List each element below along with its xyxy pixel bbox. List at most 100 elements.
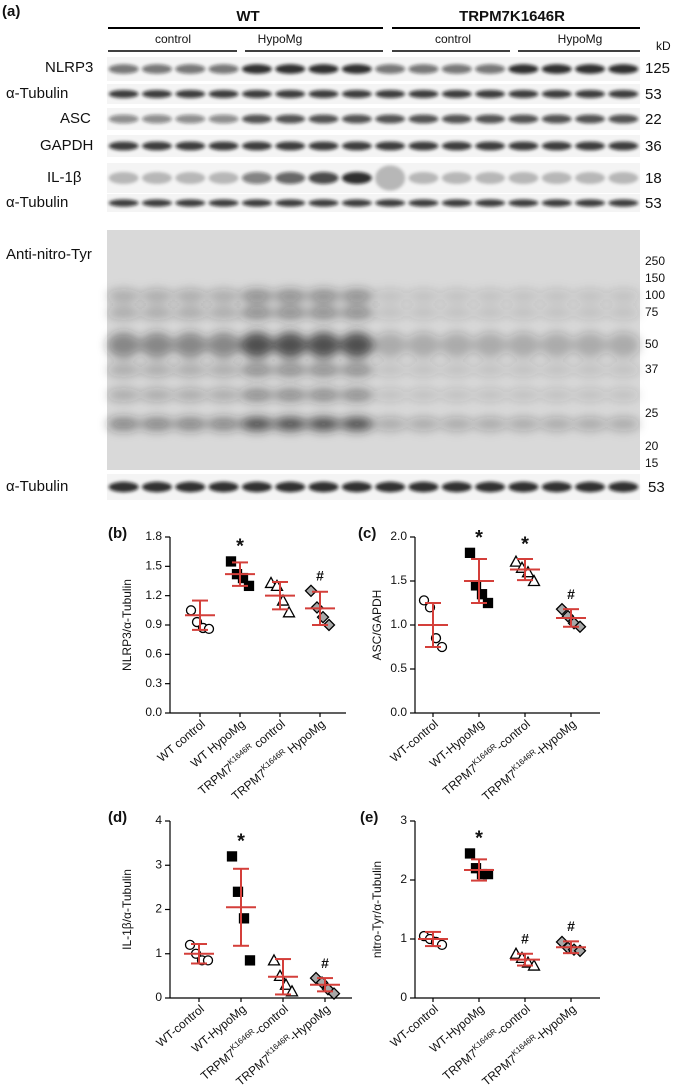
blot-band [508,172,539,184]
y-tick-label: 1.2 [145,588,162,602]
smear [373,306,407,320]
blot-band [475,199,506,207]
point [244,955,256,966]
blot-band [575,481,606,493]
point [232,886,244,897]
blot-band [375,141,406,151]
y-tick-label: 1 [400,931,407,945]
subgroup-label: HypoMg [258,32,303,46]
smear [140,306,174,320]
smear [540,289,574,303]
blot-band [575,64,606,74]
smear [340,332,374,358]
panel-label: (e) [360,809,378,826]
smear [406,306,441,320]
blot-band [308,199,339,207]
blot-band [241,481,272,493]
blot-band [475,64,506,74]
smear [506,332,541,358]
blot-band [575,90,606,98]
smear [240,306,274,320]
blot-band [508,141,539,151]
blot-band [308,141,339,151]
blot-band [275,64,306,74]
marker-label: 37 [645,362,659,376]
smear [107,306,141,320]
nitro-smears [107,289,640,431]
blot-band [375,64,406,74]
blot-band [241,64,272,74]
row-label: NLRP3 [45,59,93,76]
blot-bands [108,199,639,207]
y-tick-label: 1.8 [145,529,162,543]
blot-band [275,90,306,98]
row-label: α-Tubulin [6,478,68,495]
x-tick-label-part: TRPM7 [233,1052,273,1089]
point [436,939,448,951]
blot-band [608,141,639,151]
y-tick-label: 0 [155,990,162,1004]
smear [306,363,341,377]
smear [373,289,407,303]
blot-band [308,64,339,74]
blot-band [141,199,172,207]
blot-band [141,481,172,493]
smear [506,417,541,431]
blot-band [241,199,272,207]
row-label: α-Tubulin [6,194,68,211]
group-label: WT [236,8,259,25]
blot-band [341,114,372,124]
blot-band [541,172,572,184]
x-tick-label-part: HypoMg [282,717,328,759]
smear [540,306,574,320]
smear [340,289,374,303]
point [226,851,238,862]
smear [306,306,341,320]
x-tick-label-part: -control [493,1002,533,1038]
x-tick-label-part: K1646R [470,742,498,768]
y-tick-label: 1.5 [390,573,407,587]
blot-band [575,199,606,207]
significance-mark: * [475,527,483,549]
blot-bands [108,481,639,493]
blot-band [208,114,239,124]
x-tick-label-part: K1646R [510,1032,538,1058]
blot-bands [108,114,639,124]
blot-band [441,481,472,493]
point [322,618,336,632]
blot-band [108,481,139,493]
smear [606,289,640,303]
smear [240,417,274,431]
smear [473,363,507,377]
marker-label: 100 [645,288,665,302]
y-tick-label: 0.6 [145,647,162,661]
blot-band [608,172,639,184]
smear [440,332,474,358]
y-tick-label: 1 [155,946,162,960]
kd-label: 125 [645,60,670,77]
smear [606,417,640,431]
smear [340,417,374,431]
significance-mark: * [521,533,529,555]
smear [340,388,374,402]
smear [306,289,341,303]
smear [273,332,307,358]
blot-band [408,114,439,124]
point [470,863,482,874]
smear [406,289,441,303]
smear [107,363,141,377]
subgroup-label: control [155,32,191,46]
blot-band [475,481,506,493]
blot-band [441,199,472,207]
y-tick-label: 3 [155,857,162,871]
smear [107,388,141,402]
blot-band [341,481,372,493]
point [464,848,476,859]
kd-unit: kD [656,39,671,53]
smear [573,417,607,431]
marker-label: 15 [645,456,659,470]
blot-band [508,481,539,493]
group-label: TRPM7K1646R [459,8,565,25]
marker-label: 20 [645,439,659,453]
significance-mark: * [237,831,245,853]
